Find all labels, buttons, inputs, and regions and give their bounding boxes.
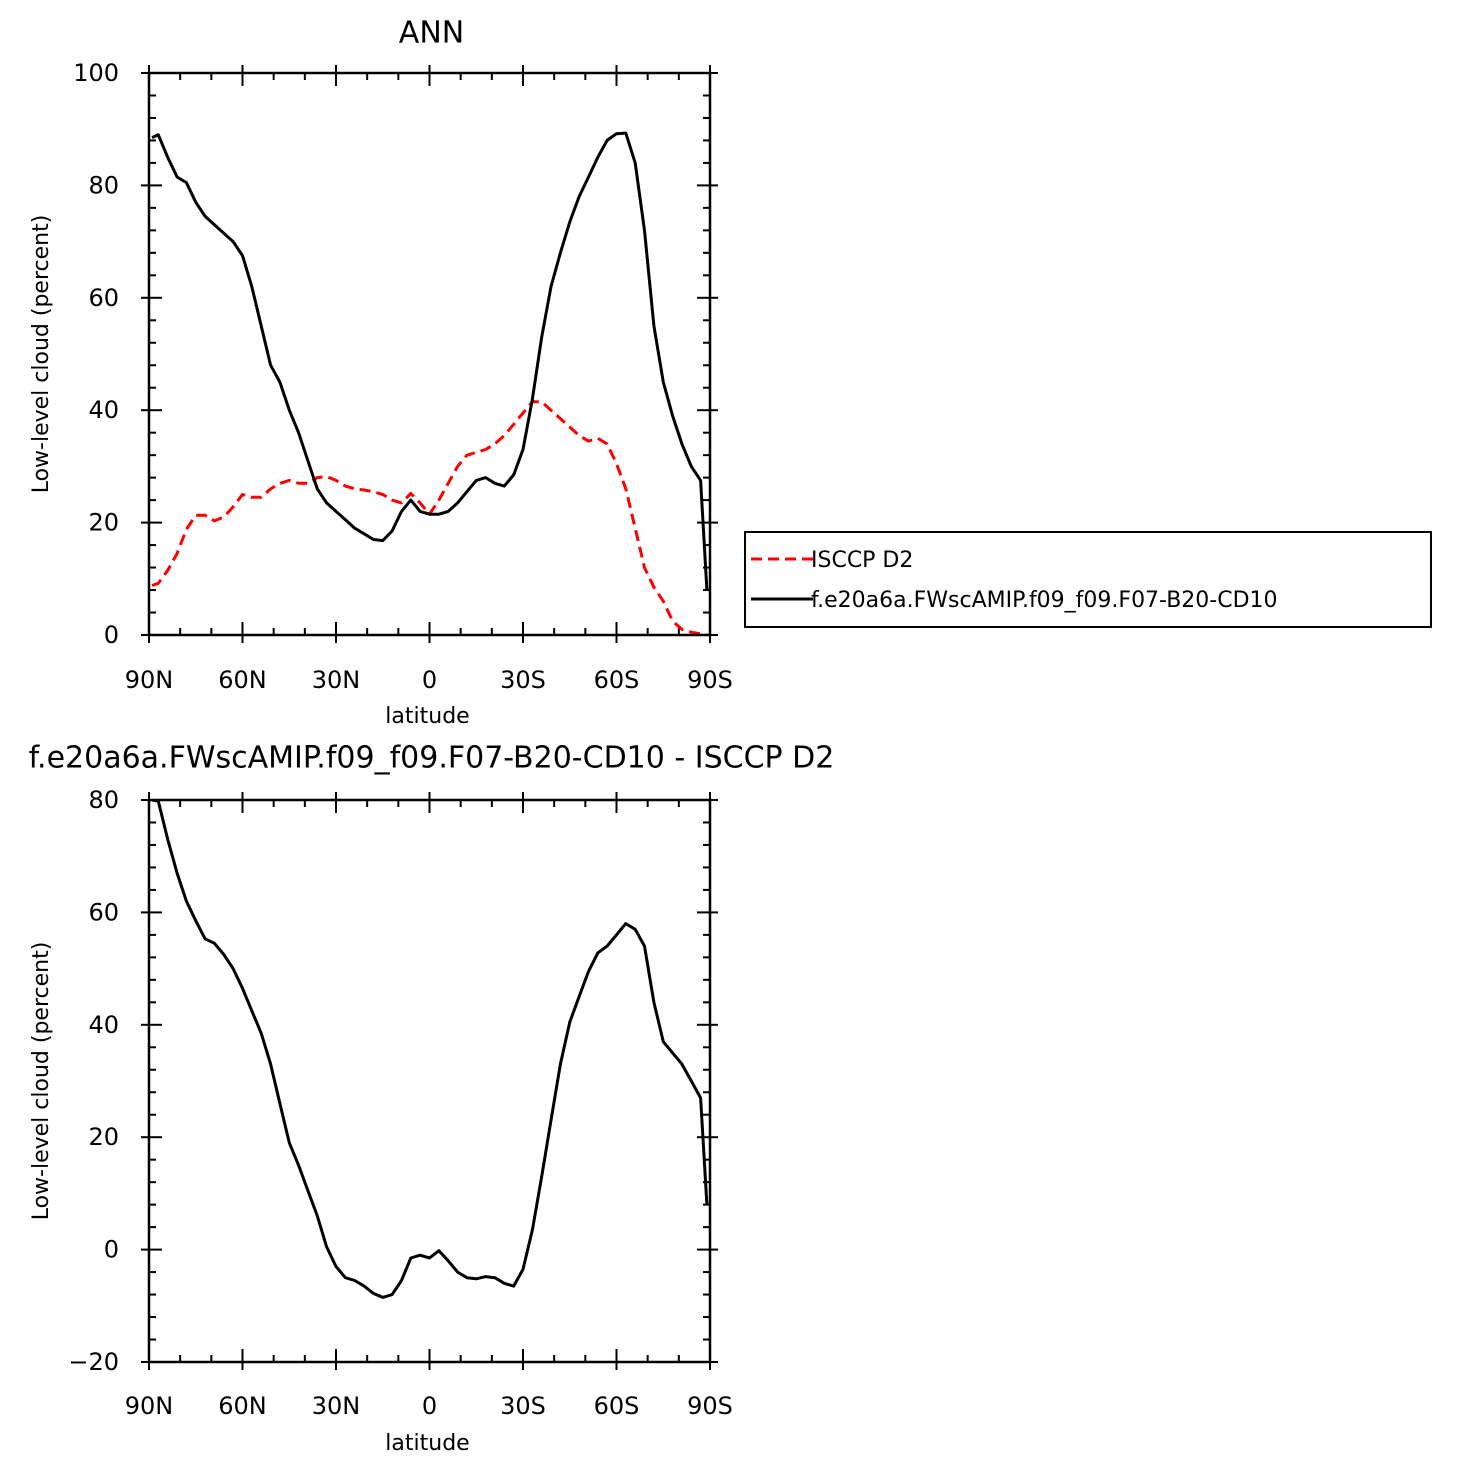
y-axis-label: Low-level cloud (percent) bbox=[29, 215, 54, 494]
x-tick-label: 90S bbox=[687, 1392, 733, 1420]
x-tick-label: 60S bbox=[594, 666, 640, 694]
series-line-2 bbox=[151, 131, 709, 591]
x-tick-label: 30S bbox=[500, 666, 546, 694]
x-tick-label: 90N bbox=[125, 1392, 174, 1420]
x-tick-label: 90S bbox=[687, 666, 733, 694]
y-tick-label: 0 bbox=[104, 1236, 119, 1264]
y-tick-label: 80 bbox=[88, 786, 119, 814]
y-axis-label: Low-level cloud (percent) bbox=[29, 942, 54, 1221]
y-tick-label: 40 bbox=[88, 396, 119, 424]
x-axis-label: latitude bbox=[385, 704, 469, 729]
y-tick-label: 60 bbox=[88, 284, 119, 312]
series-line-1 bbox=[151, 400, 708, 635]
x-axis-label: latitude bbox=[385, 1431, 469, 1456]
chart-title: f.e20a6a.FWscAMIP.f09_f09.F07-B20-CD10 -… bbox=[29, 741, 835, 776]
y-tick-label: 40 bbox=[88, 1011, 119, 1039]
y-tick-label: −20 bbox=[68, 1348, 119, 1376]
series-line-1 bbox=[151, 800, 709, 1299]
x-tick-label: 60N bbox=[218, 1392, 267, 1420]
plot-frame bbox=[147, 71, 712, 637]
x-tick-label: 60S bbox=[594, 1392, 640, 1420]
y-tick-label: 20 bbox=[88, 1123, 119, 1151]
y-tick-label: 60 bbox=[88, 898, 119, 926]
series-group bbox=[151, 131, 709, 635]
x-tick-label: 90N bbox=[125, 666, 174, 694]
x-tick-label: 60N bbox=[218, 666, 267, 694]
tick-marks bbox=[141, 792, 718, 1370]
legend: ISCCP D2 f.e20a6a.FWscAMIP.f09_f09.F07-B2… bbox=[744, 531, 1432, 628]
x-tick-label: 0 bbox=[422, 666, 437, 694]
legend-label-1: ISCCP D2 bbox=[811, 548, 913, 573]
y-tick-label: 0 bbox=[104, 621, 119, 649]
plot-2: f.e20a6a.FWscAMIP.f09_f09.F07-B20-CD10 -… bbox=[29, 741, 835, 1457]
legend-box bbox=[744, 531, 1432, 628]
x-tick-label: 30S bbox=[500, 1392, 546, 1420]
y-tick-label: 100 bbox=[73, 59, 119, 87]
x-tick-label: 0 bbox=[422, 1392, 437, 1420]
y-tick-label: 20 bbox=[88, 509, 119, 537]
y-tick-label: 80 bbox=[88, 171, 119, 199]
plot-1: ANN 90N 60N 30N 0 30S 60S 90S 0 20 40 60 80 100 latitu… bbox=[29, 16, 1432, 729]
legend-label-2: f.e20a6a.FWscAMIP.f09_f09.F07-B20-CD10 bbox=[811, 588, 1278, 613]
x-tick-label: 30N bbox=[312, 1392, 361, 1420]
chart-title: ANN bbox=[399, 16, 464, 51]
x-tick-label: 30N bbox=[312, 666, 361, 694]
series-group bbox=[151, 800, 709, 1299]
plot-frame bbox=[147, 798, 712, 1364]
